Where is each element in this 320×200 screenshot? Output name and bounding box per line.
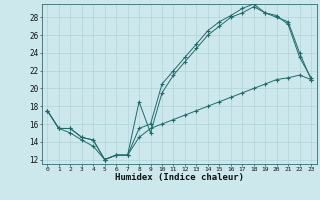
X-axis label: Humidex (Indice chaleur): Humidex (Indice chaleur) bbox=[115, 173, 244, 182]
